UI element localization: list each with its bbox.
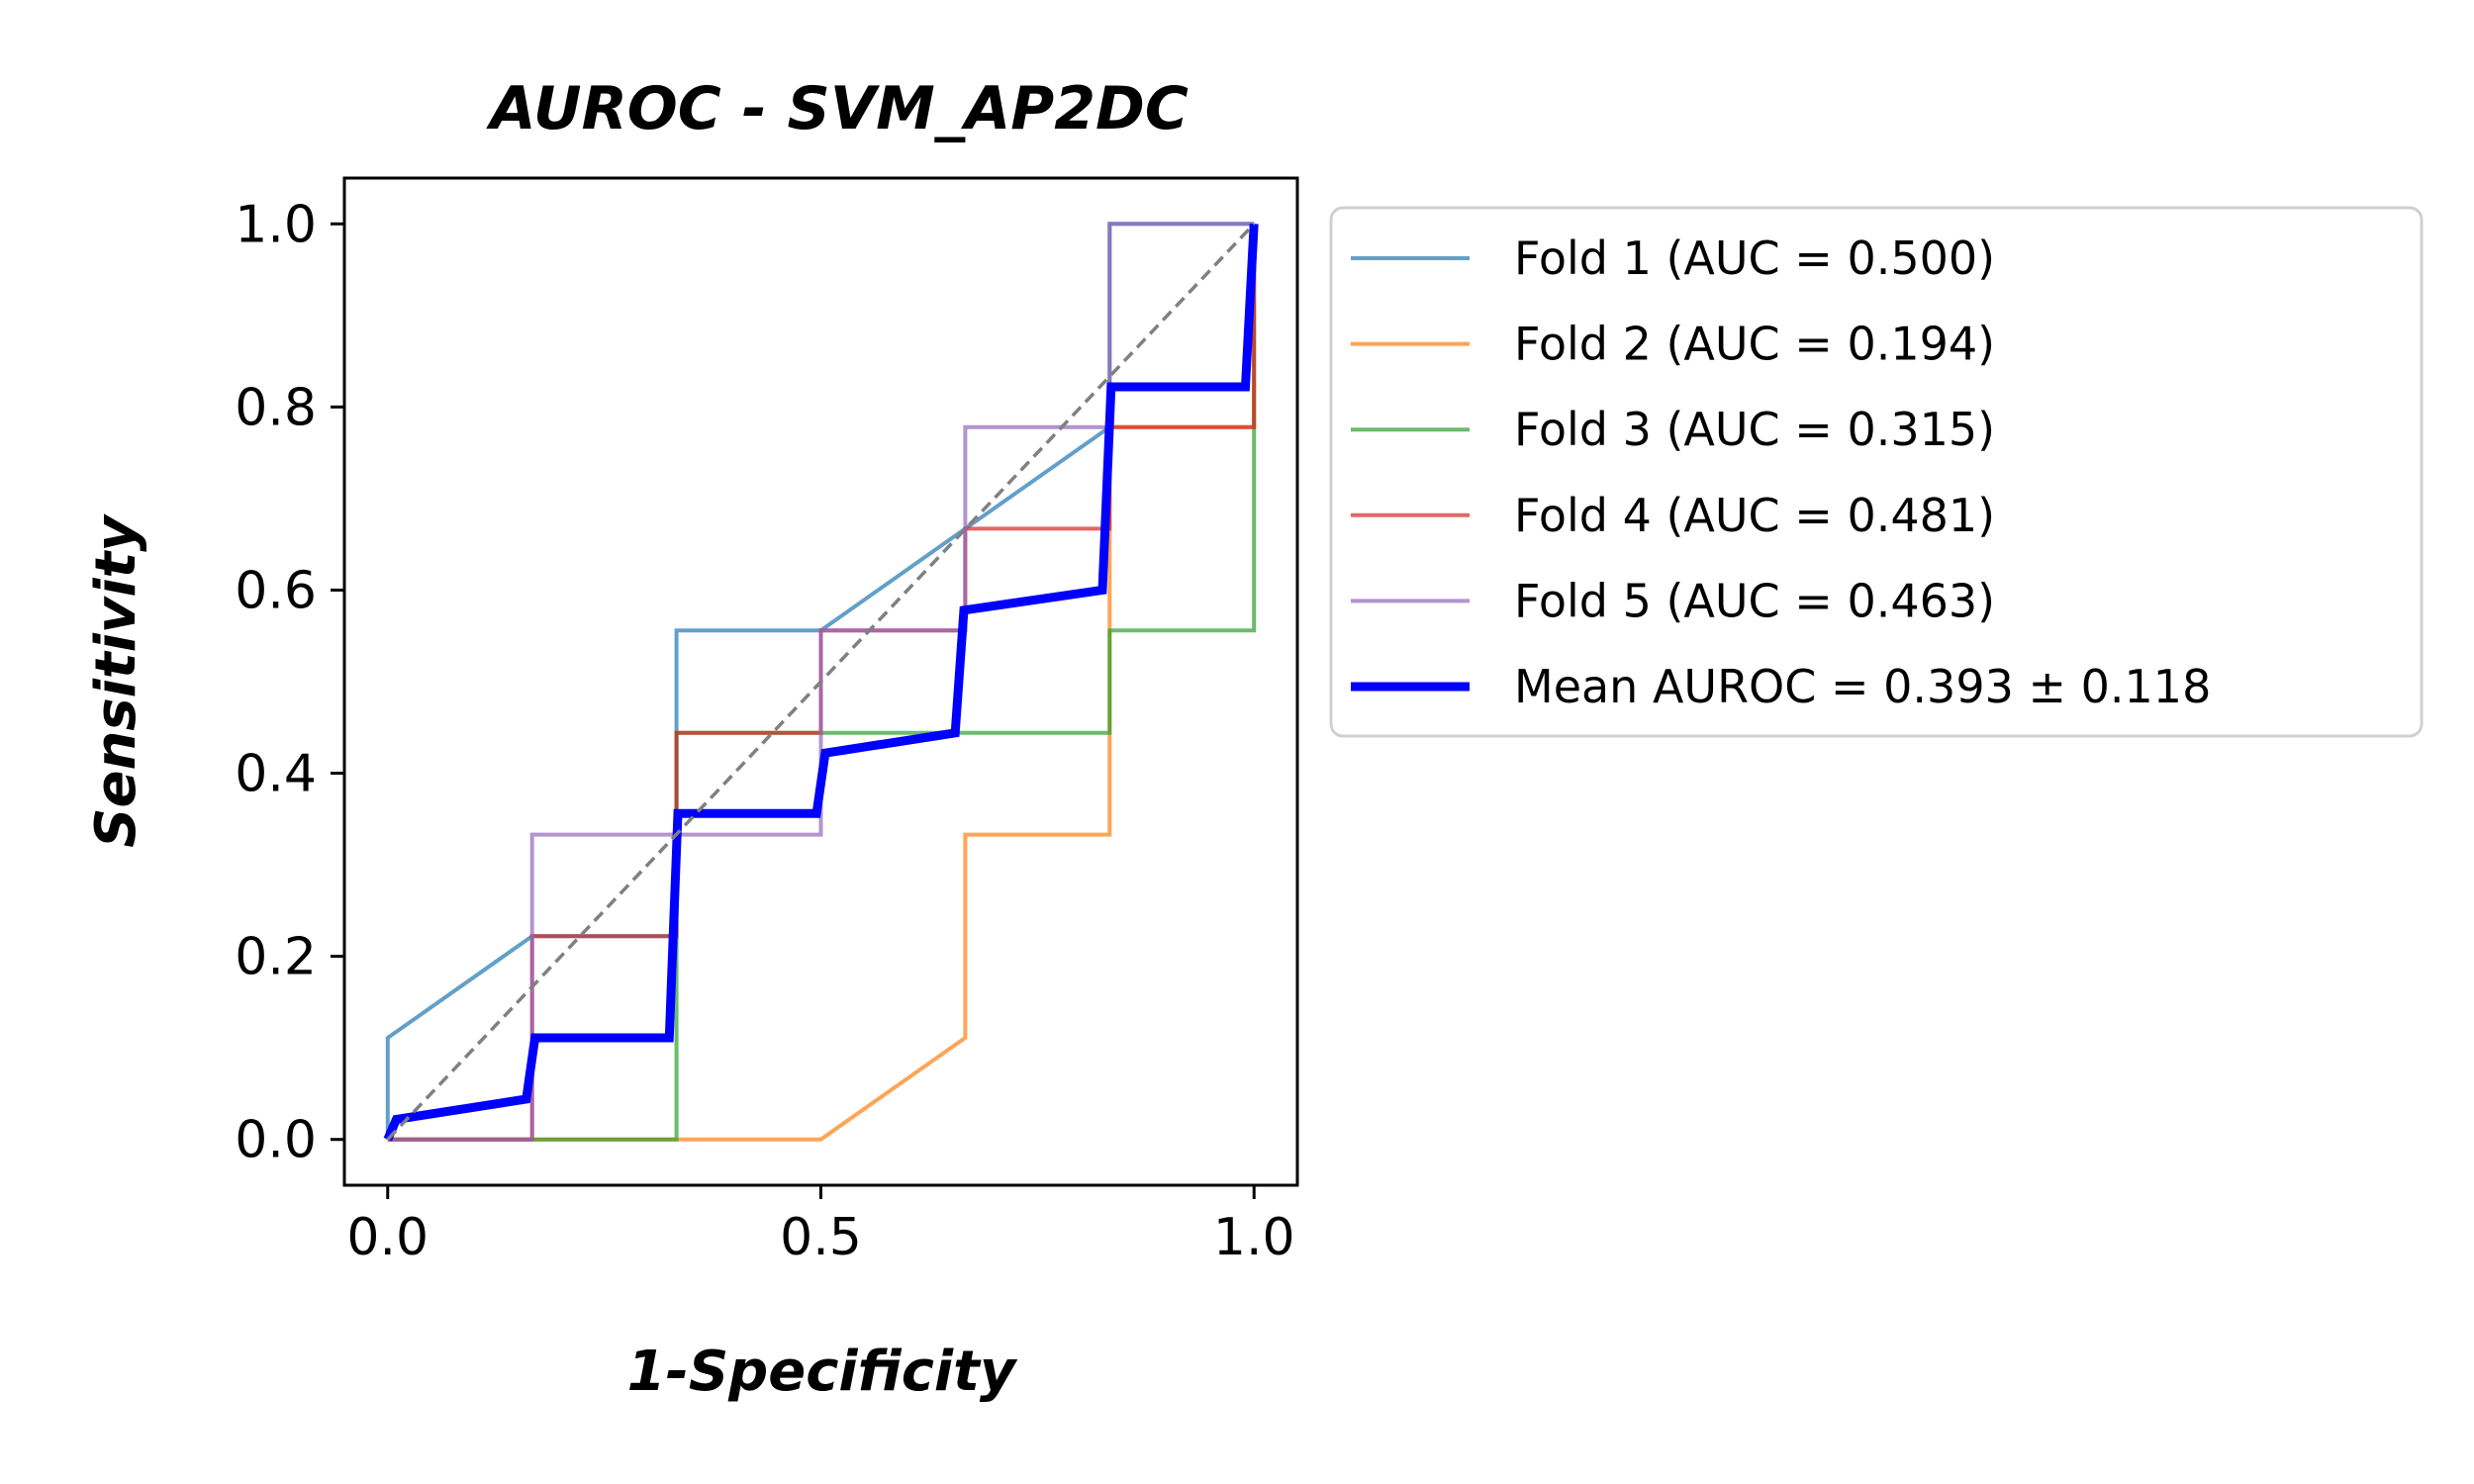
series-line-fold-3: [387, 224, 1257, 1142]
x-axis-label: 1-Specificity: [627, 1340, 1018, 1404]
legend-label-fold-1-auc-0-500: Fold 1 (AUC = 0.500): [1514, 232, 1995, 285]
x-tick-label: 1.0: [1213, 1208, 1295, 1267]
legend-box: [1329, 206, 2424, 738]
legend-label-mean-auroc-0-393-0-118: Mean AUROC = 0.393 ± 0.118: [1514, 660, 2211, 713]
legend: Fold 1 (AUC = 0.500) Fold 2 (AUC = 0.194)…: [1329, 206, 2424, 738]
series-line-mean: [383, 224, 1259, 1142]
legend-label-fold-5-auc-0-463: Fold 5 (AUC = 0.463): [1514, 574, 1995, 627]
reference-diagonal-line: [386, 223, 1256, 1141]
y-tick-label: 0.8: [235, 378, 317, 437]
y-tick-label: 0.4: [235, 745, 317, 804]
x-tick-label: 0.0: [346, 1208, 428, 1267]
axis-ticks: 0.0 0.5 1.0 0.0 0.2 0.4 0.6 0.8 1.0: [235, 195, 1294, 1267]
legend-label-fold-4-auc-0-481: Fold 4 (AUC = 0.481): [1514, 489, 1995, 542]
x-tick-label: 0.5: [780, 1208, 862, 1267]
y-tick-label: 0.0: [235, 1111, 317, 1170]
y-axis-label: Sensitivity: [84, 513, 148, 848]
legend-label-fold-2-auc-0-194: Fold 2 (AUC = 0.194): [1514, 318, 1995, 371]
plot-lines: [383, 222, 1259, 1142]
chart-title: AUROC - SVM_AP2DC: [486, 74, 1189, 143]
y-tick-label: 1.0: [235, 195, 317, 254]
y-tick-label: 0.2: [235, 928, 317, 987]
y-tick-label: 0.6: [235, 561, 317, 620]
series-line-fold-5: [387, 222, 1255, 1142]
legend-label-fold-3-auc-0-315: Fold 3 (AUC = 0.315): [1514, 403, 1995, 456]
